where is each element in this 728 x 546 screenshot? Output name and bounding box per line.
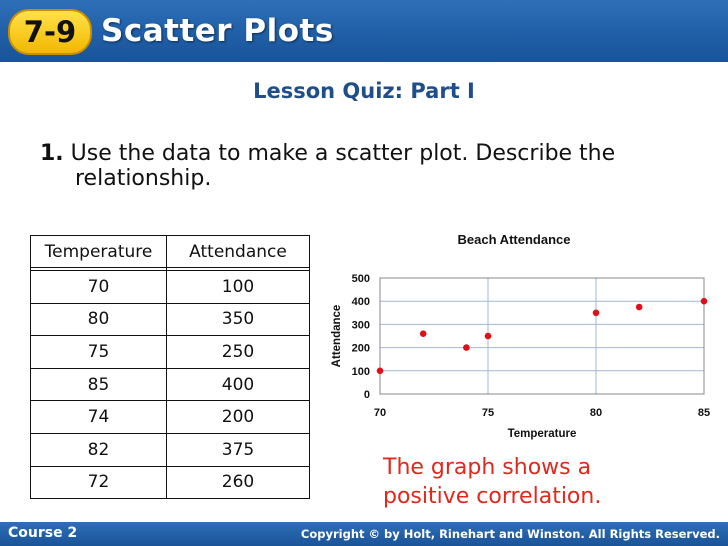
attendance-cell: 260 [166, 465, 310, 500]
plot-area [379, 277, 705, 395]
footer-bar: Course 2 Copyright © by Holt, Rinehart a… [0, 522, 728, 546]
course-label: Course 2 [8, 525, 78, 541]
lesson-number: 7-9 [23, 15, 77, 49]
data-point [376, 367, 384, 375]
table-row: 80 350 [30, 302, 310, 337]
x-tick-label: 85 [698, 407, 710, 419]
data-point [419, 330, 427, 337]
attendance-cell: 250 [166, 335, 310, 369]
attendance-cell: 400 [166, 367, 310, 402]
question-line-2: relationship. [75, 166, 212, 191]
copyright-text: Copyright © by Holt, Rinehart and Winsto… [300, 527, 720, 541]
x-tick-label: 70 [374, 407, 386, 419]
y-tick-label: 300 [352, 319, 370, 331]
lesson-badge: 7-9 [8, 9, 92, 55]
x-axis: 70 75 80 85 [374, 407, 710, 419]
table-row: 72 260 [30, 465, 310, 500]
header-temperature: Temperature [30, 235, 167, 268]
page-title: Scatter Plots [101, 13, 334, 49]
data-table: Temperature Attendance 70 100 80 350 75 250… [30, 235, 310, 500]
data-point [463, 344, 470, 351]
data-points [376, 297, 708, 375]
question-number: 1. [40, 141, 64, 166]
x-tick-label: 75 [482, 407, 494, 419]
temperature-cell: 82 [30, 432, 167, 467]
question-line-1: Use the data to make a scatter plot. Des… [70, 141, 616, 166]
chart-grid [380, 278, 704, 394]
attendance-cell: 375 [166, 432, 310, 467]
y-tick-label: 500 [352, 273, 370, 285]
temperature-cell: 70 [30, 270, 167, 304]
answer-text: The graph shows a positive correlation. [383, 453, 713, 511]
y-tick-label: 400 [352, 296, 370, 308]
data-point [635, 303, 643, 311]
x-axis-label: Temperature [508, 428, 577, 440]
data-point [700, 297, 708, 305]
table-row: 75 250 [30, 335, 310, 369]
question-text: 1. Use the data to make a scatter plot. … [40, 141, 710, 191]
temperature-cell: 75 [30, 335, 167, 369]
y-axis: 0 100 200 300 400 500 [352, 273, 370, 401]
table-row: 70 100 [30, 270, 310, 304]
temperature-cell: 72 [30, 465, 167, 500]
header-bar: 7-9 Scatter Plots [0, 0, 728, 62]
header-attendance: Attendance [166, 235, 310, 268]
chart-title: Beach Attendance [458, 232, 571, 247]
table-row: 82 375 [30, 432, 310, 467]
y-tick-label: 0 [364, 389, 370, 401]
temperature-cell: 74 [30, 400, 167, 434]
temperature-cell: 85 [30, 367, 167, 402]
temperature-cell: 80 [30, 302, 167, 337]
data-point [592, 309, 600, 317]
attendance-cell: 350 [166, 302, 310, 337]
y-axis-label: Attendance [331, 305, 343, 368]
scatter-chart: Beach Attendance 0 100 200 300 400 500 70 75 80… [331, 232, 710, 440]
answer-line-1: The graph shows a [383, 455, 592, 480]
data-point [484, 332, 492, 340]
answer-line-2: positive correlation. [383, 484, 602, 509]
x-tick-label: 80 [590, 407, 602, 419]
attendance-cell: 100 [166, 270, 310, 304]
table-header-row: Temperature Attendance [30, 235, 310, 268]
quiz-subtitle: Lesson Quiz: Part I [253, 79, 475, 103]
y-tick-label: 200 [352, 343, 370, 355]
attendance-cell: 200 [166, 400, 310, 434]
table-row: 85 400 [30, 367, 310, 402]
table-row: 74 200 [30, 400, 310, 434]
y-tick-label: 100 [352, 366, 370, 378]
